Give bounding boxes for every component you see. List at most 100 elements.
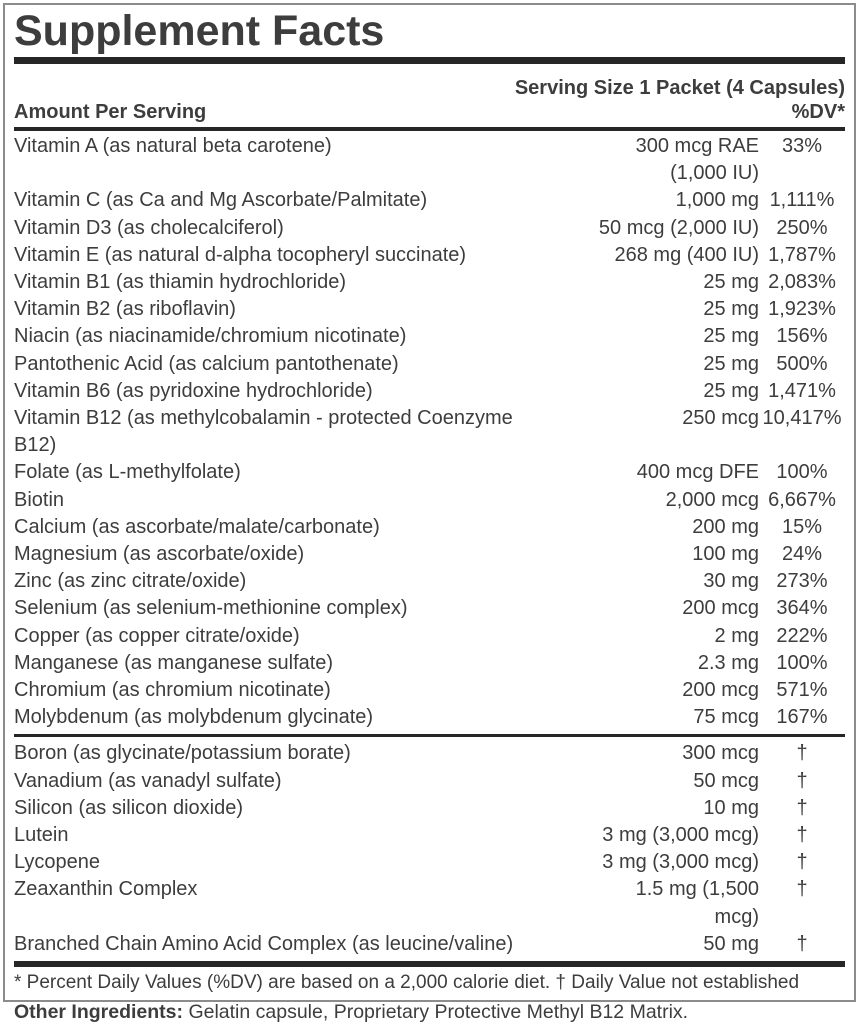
nutrient-name: Folate (as L-methylfolate) — [14, 461, 241, 484]
nutrient-dv: 10,417% — [762, 407, 842, 430]
nutrient-section-no-dv: Boron (as glycinate/potassium borate) 30… — [14, 740, 845, 958]
nutrient-row: Silicon (as silicon dioxide) 10 mg † — [14, 795, 845, 822]
nutrient-row: Boron (as glycinate/potassium borate) 30… — [14, 740, 845, 767]
other-ingredients-text: Gelatin capsule, Proprietary Protective … — [183, 1001, 689, 1023]
nutrient-dv: 15% — [781, 515, 823, 538]
nutrient-name: Chromium (as chromium nicotinate) — [14, 679, 331, 702]
nutrient-dv: † — [796, 824, 808, 847]
nutrient-dv: 24% — [781, 543, 823, 566]
nutrient-amount: 3 mg (3,000 mcg) — [602, 851, 759, 874]
nutrient-name: Copper (as copper citrate/oxide) — [14, 624, 300, 647]
nutrient-amount: 250 mcg — [682, 407, 759, 430]
nutrient-row: Branched Chain Amino Acid Complex (as le… — [14, 931, 845, 958]
nutrient-row: Vanadium (as vanadyl sulfate) 50 mcg † — [14, 768, 845, 795]
nutrient-row: Vitamin D3 (as cholecalciferol) 50 mcg (… — [14, 215, 845, 242]
nutrient-dv: 571% — [776, 679, 828, 702]
footnote-divider — [14, 961, 845, 968]
nutrient-amount: 268 mg (400 IU) — [614, 243, 759, 266]
nutrient-name: Vitamin B2 (as riboflavin) — [14, 298, 236, 321]
nutrient-dv: 156% — [776, 325, 828, 348]
nutrient-dv: † — [796, 769, 808, 792]
nutrient-name: Vitamin B1 (as thiamin hydrochloride) — [14, 271, 347, 294]
panel-title: Supplement Facts — [14, 7, 385, 55]
nutrient-row: Zinc (as zinc citrate/oxide) 30 mg 273% — [14, 568, 845, 595]
nutrient-name: Magnesium (as ascorbate/oxide) — [14, 543, 305, 566]
nutrient-row: Manganese (as manganese sulfate) 2.3 mg … — [14, 650, 845, 677]
amount-per-serving-header: Amount Per Serving — [14, 101, 207, 123]
nutrient-amount: 1,000 mg — [675, 189, 759, 212]
nutrient-amount: 300 mcg RAE (1,000 IU) — [635, 135, 759, 185]
nutrient-dv: 167% — [776, 706, 828, 729]
nutrient-dv: † — [796, 932, 808, 955]
nutrient-name: Vitamin E (as natural d-alpha tocopheryl… — [14, 243, 467, 266]
nutrient-row: Chromium (as chromium nicotinate) 200 mc… — [14, 677, 845, 704]
nutrient-row: Vitamin A (as natural beta carotene) 300… — [14, 133, 845, 187]
nutrient-name: Lutein — [14, 824, 69, 847]
nutrient-dv: 273% — [776, 570, 828, 593]
nutrient-amount: 200 mg — [692, 515, 759, 538]
nutrient-row: Niacin (as niacinamide/chromium nicotina… — [14, 323, 845, 350]
nutrient-dv: 1,471% — [768, 379, 836, 402]
nutrient-dv: 1,923% — [768, 298, 836, 321]
nutrient-row: Zeaxanthin Complex 1.5 mg (1,500 mcg) † — [14, 876, 845, 930]
nutrient-amount: 25 mg — [703, 352, 759, 375]
nutrient-row: Magnesium (as ascorbate/oxide) 100 mg 24… — [14, 541, 845, 568]
nutrient-row: Vitamin B2 (as riboflavin) 25 mg 1,923% — [14, 296, 845, 323]
nutrient-amount: 25 mg — [703, 298, 759, 321]
nutrient-row: Selenium (as selenium-methionine complex… — [14, 595, 845, 622]
nutrient-amount: 300 mcg — [682, 742, 759, 765]
nutrient-row: Vitamin C (as Ca and Mg Ascorbate/Palmit… — [14, 187, 845, 214]
title-divider — [14, 57, 845, 64]
nutrient-name: Molybdenum (as molybdenum glycinate) — [14, 706, 374, 729]
nutrient-name: Silicon (as silicon dioxide) — [14, 796, 243, 819]
nutrient-name: Zinc (as zinc citrate/oxide) — [14, 570, 247, 593]
nutrient-name: Boron (as glycinate/potassium borate) — [14, 742, 351, 765]
nutrient-name: Zeaxanthin Complex — [14, 878, 198, 901]
nutrient-amount: 2,000 mcg — [665, 488, 759, 511]
nutrient-dv: 500% — [776, 352, 828, 375]
section-divider — [14, 734, 845, 738]
nutrient-row: Calcium (as ascorbate/malate/carbonate) … — [14, 514, 845, 541]
nutrient-amount: 25 mg — [703, 325, 759, 348]
nutrient-row: Folate (as L-methylfolate) 400 mcg DFE 1… — [14, 459, 845, 486]
nutrient-name: Branched Chain Amino Acid Complex (as le… — [14, 932, 514, 955]
other-ingredients-line: Other Ingredients: Gelatin capsule, Prop… — [14, 1000, 688, 1024]
percent-dv-header: %DV* — [791, 101, 845, 123]
nutrient-dv: 364% — [776, 597, 828, 620]
nutrient-dv: 100% — [776, 461, 828, 484]
nutrient-name: Vanadium (as vanadyl sulfate) — [14, 769, 282, 792]
nutrient-name: Vitamin D3 (as cholecalciferol) — [14, 216, 284, 239]
nutrient-amount: 75 mcg — [693, 706, 759, 729]
nutrient-amount: 10 mg — [703, 796, 759, 819]
nutrient-dv: † — [796, 878, 808, 901]
nutrient-row: Vitamin B1 (as thiamin hydrochloride) 25… — [14, 269, 845, 296]
nutrient-amount: 3 mg (3,000 mcg) — [602, 824, 759, 847]
nutrient-amount: 50 mcg (2,000 IU) — [598, 216, 759, 239]
nutrient-amount: 400 mcg DFE — [636, 461, 759, 484]
nutrient-section-daily-values: Vitamin A (as natural beta carotene) 300… — [14, 133, 845, 731]
nutrient-name: Vitamin B6 (as pyridoxine hydrochloride) — [14, 379, 373, 402]
nutrient-name: Vitamin C (as Ca and Mg Ascorbate/Palmit… — [14, 189, 428, 212]
nutrient-name: Lycopene — [14, 851, 100, 874]
nutrient-name: Vitamin B12 (as methylcobalamin - protec… — [14, 407, 513, 457]
nutrient-dv: † — [796, 742, 808, 765]
nutrient-dv: 100% — [776, 651, 828, 674]
other-ingredients-label: Other Ingredients: — [14, 1001, 184, 1023]
nutrient-name: Biotin — [14, 488, 65, 511]
nutrient-name: Selenium (as selenium-methionine complex… — [14, 597, 408, 620]
nutrient-dv: 250% — [776, 216, 828, 239]
nutrient-row: Copper (as copper citrate/oxide) 2 mg 22… — [14, 623, 845, 650]
nutrient-dv: 1,787% — [768, 243, 836, 266]
nutrient-name: Calcium (as ascorbate/malate/carbonate) — [14, 515, 380, 538]
nutrient-name: Pantothenic Acid (as calcium pantothenat… — [14, 352, 399, 375]
nutrient-dv: † — [796, 851, 808, 874]
nutrient-dv: 6,667% — [768, 488, 836, 511]
serving-size-text: Serving Size 1 Packet (4 Capsules) — [514, 77, 845, 99]
column-header-row: Amount Per Serving %DV* — [14, 100, 845, 125]
nutrient-amount: 2.3 mg — [697, 651, 759, 674]
nutrient-amount: 25 mg — [703, 379, 759, 402]
nutrient-amount: 100 mg — [692, 543, 759, 566]
header-divider — [14, 127, 845, 131]
footnote-text: * Percent Daily Values (%DV) are based o… — [14, 972, 800, 994]
nutrient-dv: † — [796, 796, 808, 819]
